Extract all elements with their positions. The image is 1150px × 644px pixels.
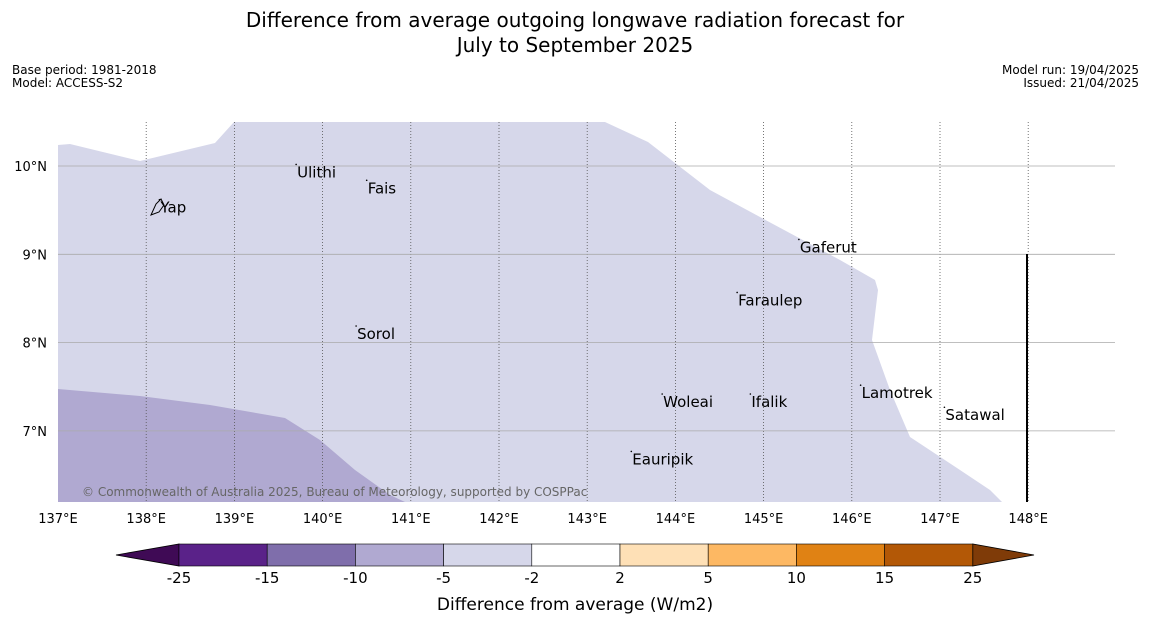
map-title-line1: Difference from average outgoing longwav… <box>245 8 905 32</box>
model-text: Model: ACCESS-S2 <box>12 76 124 90</box>
place-marker <box>661 393 663 395</box>
place-marker <box>365 179 368 182</box>
longitude-tick-label: 148°E <box>1008 512 1048 527</box>
longitude-tick-label: 146°E <box>832 512 872 527</box>
longitude-tick-label: 140°E <box>303 512 343 527</box>
place-marker <box>749 393 752 395</box>
meta-right: Model run: 19/04/2025 Issued: 21/04/2025 <box>1002 64 1139 90</box>
map-title-line2: July to September 2025 <box>456 33 694 57</box>
gridlines <box>58 122 1115 502</box>
longitude-tick-label: 138°E <box>126 512 166 527</box>
place-label: Fais <box>368 179 397 197</box>
meta-left: Base period: 1981-2018 Model: ACCESS-S2 <box>12 64 157 90</box>
place-marker <box>798 238 800 241</box>
colorbar-tick-label: -10 <box>343 569 368 587</box>
model-run-text: Model run: 19/04/2025 <box>1001 63 1139 77</box>
place-marker <box>295 163 297 166</box>
longitude-tick-label: 141°E <box>391 512 431 527</box>
colorbar-tick-label: 2 <box>615 569 625 587</box>
latitude-tick-label: 8°N <box>23 337 48 352</box>
anomaly-shading <box>58 122 1002 502</box>
place-marker <box>630 450 633 453</box>
latitude-tick-label: 7°N <box>23 425 48 440</box>
latitude-tick-label: 10°N <box>14 160 47 175</box>
colorbar-arrow-low <box>115 543 180 567</box>
place-label: Woleai <box>663 393 713 411</box>
colorbar-label: Difference from average (W/m2) <box>437 595 713 615</box>
longitude-tick-label: 143°E <box>567 512 607 527</box>
place-marker <box>355 325 357 327</box>
colorbar-segment <box>796 543 885 567</box>
colorbar-segment <box>266 543 356 567</box>
colorbar-tick-label: 25 <box>963 569 982 587</box>
longitude-tick-label: 137°E <box>38 512 78 527</box>
colorbar-tick-label: 5 <box>703 569 713 587</box>
longitude-tick-label: 147°E <box>920 512 960 527</box>
colorbar-segment <box>178 543 268 567</box>
place-label: Gaferut <box>800 238 857 256</box>
colorbar-tick-label: 15 <box>875 569 894 587</box>
place-labels: Yap Ulithi Fais Gaferut Faraulep Sorol Lamotre… <box>158 163 1005 468</box>
place-marker <box>943 406 946 409</box>
longitude-tick-label: 142°E <box>479 512 519 527</box>
place-label: Ifalik <box>751 393 787 411</box>
place-marker <box>736 291 738 294</box>
latitude-tick-label: 9°N <box>23 248 48 263</box>
copyright-text: © Commonwealth of Australia 2025, Bureau… <box>82 485 587 499</box>
longitude-tick-label: 144°E <box>656 512 696 527</box>
place-label: Sorol <box>357 325 395 343</box>
map-title: Difference from average outgoing longwav… <box>0 8 1150 58</box>
place-label: Eauripik <box>632 450 693 468</box>
place-label: Faraulep <box>738 291 802 309</box>
colorbar: -25 -15 -10 -5 -2 2 5 10 15 25 <box>115 543 1035 587</box>
latitude-tick-labels: 7°N 8°N 9°N 10°N <box>14 160 47 440</box>
colorbar-tick-label: -25 <box>167 569 192 587</box>
longitude-tick-labels: 137°E 138°E 139°E 140°E 141°E 142°E 143°E 144°E… <box>38 512 1048 527</box>
issued-text: Issued: 21/04/2025 <box>1023 76 1139 90</box>
longitude-tick-label: 139°E <box>215 512 255 527</box>
place-label: Yap <box>159 199 186 217</box>
yap-island-outline <box>150 198 165 216</box>
colorbar-segment <box>531 543 621 567</box>
place-label: Lamotrek <box>862 384 933 402</box>
colorbar-segment <box>884 543 974 567</box>
colorbar-segment <box>707 543 797 567</box>
colorbar-tick-label: -5 <box>436 569 451 587</box>
longitude-tick-label: 145°E <box>744 512 784 527</box>
anomaly-region-medium <box>58 389 405 502</box>
place-marker <box>859 384 862 386</box>
colorbar-tick-label: -15 <box>255 569 280 587</box>
colorbar-segment <box>619 543 709 567</box>
base-period-text: Base period: 1981-2018 <box>12 63 157 77</box>
anomaly-region-light <box>58 122 1002 502</box>
place-label: Ulithi <box>297 163 336 181</box>
colorbar-arrow-high <box>972 543 1035 567</box>
colorbar-segment <box>443 543 533 567</box>
place-label: Satawal <box>945 406 1004 424</box>
colorbar-tick-label: 10 <box>787 569 806 587</box>
colorbar-segment <box>355 543 444 567</box>
colorbar-tick-label: -2 <box>524 569 539 587</box>
